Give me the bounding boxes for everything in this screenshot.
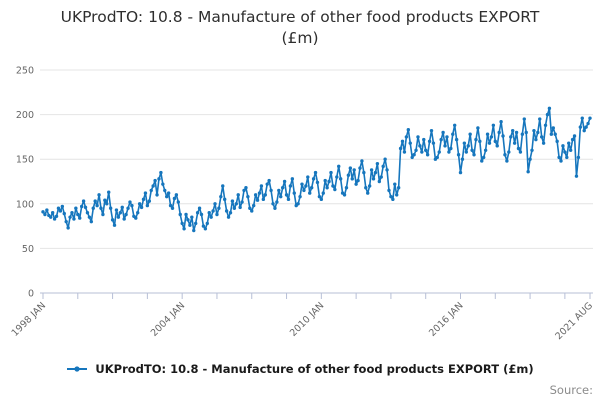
source-label: Source: <box>549 383 593 397</box>
svg-text:2016 JAN: 2016 JAN <box>427 300 465 338</box>
chart-title: UKProdTO: 10.8 - Manufacture of other fo… <box>60 8 540 47</box>
svg-text:150: 150 <box>16 155 34 166</box>
svg-text:1998 JAN: 1998 JAN <box>10 300 48 338</box>
line-with-dot-icon <box>67 366 88 372</box>
svg-text:100: 100 <box>16 199 34 210</box>
legend[interactable]: UKProdTO: 10.8 - Manufacture of other fo… <box>0 362 600 376</box>
svg-text:250: 250 <box>16 66 34 77</box>
svg-text:0: 0 <box>28 289 34 300</box>
legend-label: UKProdTO: 10.8 - Manufacture of other fo… <box>95 362 534 376</box>
svg-text:2004 JAN: 2004 JAN <box>149 300 187 338</box>
svg-text:2021 AUG: 2021 AUG <box>553 300 595 342</box>
svg-text:50: 50 <box>22 244 34 255</box>
svg-text:200: 200 <box>16 110 34 121</box>
svg-text:2010 JAN: 2010 JAN <box>288 300 326 338</box>
